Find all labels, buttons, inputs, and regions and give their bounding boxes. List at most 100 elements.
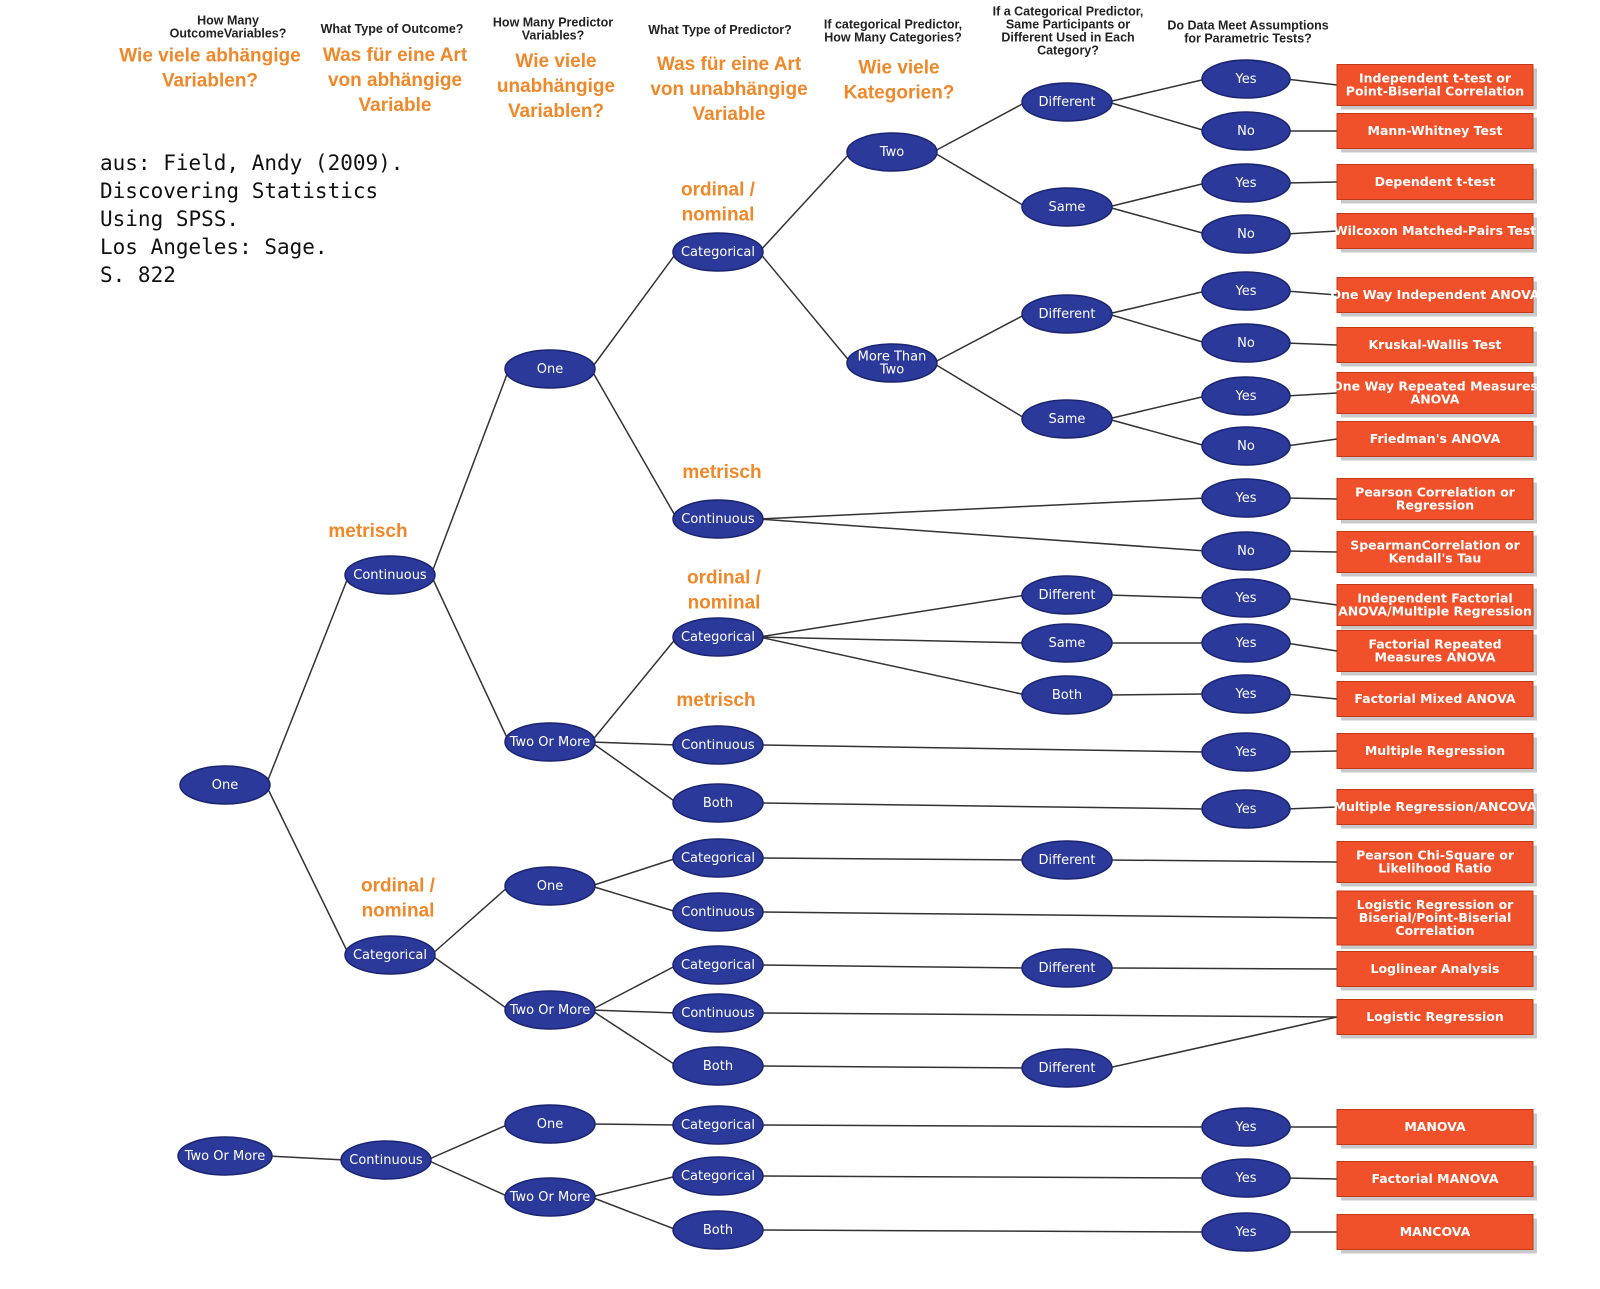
node-shape [1021, 840, 1113, 880]
node-label: Different [1039, 961, 1096, 976]
result-box-shape [1336, 584, 1534, 626]
scale-annotation: metrisch [328, 521, 407, 542]
node-label: Categorical [681, 851, 755, 866]
node-shape [672, 892, 764, 932]
node-label: Same [1049, 200, 1086, 215]
node-label: No [1237, 439, 1255, 454]
result-box-shape [1336, 890, 1534, 946]
decision-node-p_one_b: One [504, 866, 596, 906]
node-label: Yes [1235, 176, 1257, 191]
node-shape [672, 499, 764, 539]
result-box-shape [1336, 64, 1534, 106]
node-shape [1021, 575, 1113, 615]
node-label: Same [1049, 636, 1086, 651]
node-shape [504, 990, 596, 1030]
node-label: Two [879, 145, 904, 160]
decision-node-k_more: More Than Two [846, 343, 938, 383]
node-shape [504, 722, 596, 762]
result-box-r20: MANOVA [1336, 1109, 1537, 1149]
column-header: What Type of Outcome? [321, 22, 464, 36]
node-shape [1201, 111, 1291, 151]
decision-node-t_cont3: Continuous [672, 892, 764, 932]
node-label: Continuous [681, 905, 755, 920]
node-shape [1201, 376, 1291, 416]
result-label: Factorial Repeated Measures ANOVA [1368, 637, 1501, 665]
node-shape [1201, 1158, 1291, 1198]
decision-node-p_one_c: One [504, 1104, 596, 1144]
tree-edge [758, 911, 1338, 919]
german-column-header: Wie viele Kategorien? [844, 58, 955, 104]
node-label: One [212, 778, 238, 793]
tree-edge [590, 964, 678, 1011]
node-label: Categorical [681, 245, 755, 260]
tree-edge [426, 1123, 510, 1161]
tree-edge [758, 802, 1207, 810]
tree-edge [758, 1012, 1338, 1018]
tree-edge [1107, 290, 1207, 315]
result-label: One Way Repeated Measures ANOVA [1332, 379, 1538, 407]
result-layer: Independent t-test or Point-Biserial Corr… [1330, 64, 1540, 1254]
decision-node-n_one: One [179, 765, 271, 805]
tree-edge [1285, 693, 1338, 700]
tree-edge [590, 1175, 678, 1198]
tree-edge [1285, 438, 1338, 447]
node-label: Different [1039, 853, 1096, 868]
node-label: Different [1039, 95, 1096, 110]
tree-edge [1107, 594, 1207, 599]
tree-edge [1285, 550, 1338, 553]
result-box-r22: MANCOVA [1336, 1214, 1537, 1254]
result-label: Pearson Correlation or Regression [1355, 485, 1515, 513]
result-box-shape [1336, 372, 1534, 414]
scale-annotation: ordinal / nominal [361, 876, 436, 922]
result-box-shape [1336, 213, 1534, 249]
decision-node-t_cont4: Continuous [672, 993, 764, 1033]
tree-edge [758, 636, 1027, 644]
tree-edge [1107, 182, 1207, 208]
tree-edge [1285, 392, 1338, 397]
result-label: Mann-Whitney Test [1368, 123, 1503, 138]
decision-node-a7: Yes [1201, 376, 1291, 416]
result-box-shape [1336, 789, 1534, 825]
decision-node-t_cat6: Categorical [672, 1156, 764, 1196]
tree-edge [1107, 395, 1207, 420]
result-box-shape [1336, 421, 1534, 457]
result-label: MANOVA [1404, 1119, 1466, 1134]
tree-edge [1107, 859, 1338, 863]
result-label: Independent Factorial ANOVA/Multiple Regr… [1338, 591, 1532, 619]
tree-edge [758, 1229, 1207, 1233]
german-column-header: Wie viele unabhängige Variablen? [497, 51, 615, 122]
node-shape [672, 1156, 764, 1196]
decision-node-k_two: Two [846, 132, 938, 172]
node-shape [1201, 578, 1291, 618]
result-label: Logistic Regression or Biserial/Point-Bis… [1357, 897, 1515, 938]
tree-edge [430, 574, 510, 743]
node-label: Both [703, 1059, 733, 1074]
result-label: One Way Independent ANOVA [1330, 287, 1539, 302]
result-box-shape [1336, 1109, 1534, 1145]
node-shape [1201, 674, 1291, 714]
result-box-r16: Pearson Chi-Square or Likelihood Ratio [1336, 841, 1537, 887]
tree-edge [267, 1155, 346, 1161]
node-label: Continuous [681, 1006, 755, 1021]
node-label: No [1237, 124, 1255, 139]
node-shape [1021, 623, 1113, 663]
decision-node-t_cat4: Categorical [672, 945, 764, 985]
decision-node-s_both3: Both [1021, 675, 1113, 715]
node-label: Yes [1235, 284, 1257, 299]
german-headers: Wie viele abhängige Variablen? Was für ein… [119, 45, 954, 125]
node-label: Yes [1235, 802, 1257, 817]
result-box-r6: Kruskal-Wallis Test [1336, 327, 1537, 367]
result-box-r9: Pearson Correlation or Regression [1336, 478, 1537, 524]
decision-node-p_two_a: Two Or More [504, 722, 596, 762]
node-label: One [537, 362, 563, 377]
column-header: If categorical Predictor, How Many Catego… [824, 18, 962, 45]
node-shape [1201, 531, 1291, 571]
decision-node-a6: No [1201, 323, 1291, 363]
decision-node-a12: Yes [1201, 623, 1291, 663]
node-shape [1021, 675, 1113, 715]
node-label: Different [1039, 307, 1096, 322]
node-label: Categorical [353, 948, 427, 963]
node-shape [1201, 214, 1291, 254]
decision-node-a16: Yes [1201, 1107, 1291, 1147]
